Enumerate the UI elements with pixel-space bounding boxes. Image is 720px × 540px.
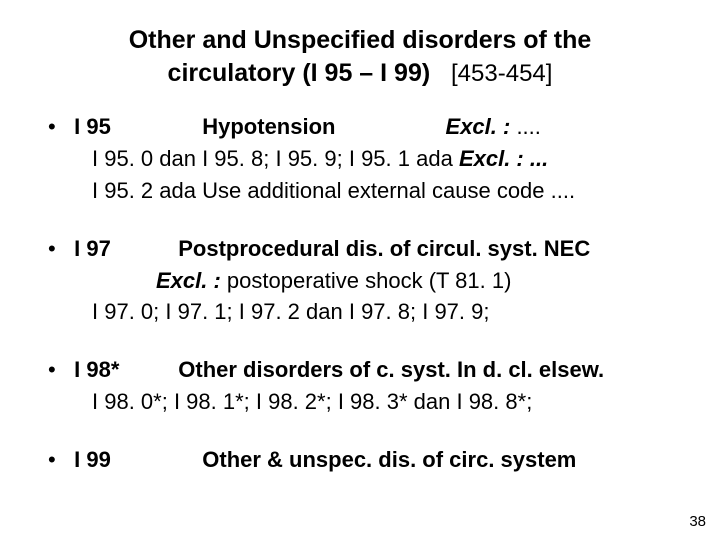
bullet-i95-line1: • I 95 Hypotension Excl. : .... — [48, 111, 672, 143]
title-line2-bold: circulatory (I 95 – I 99) — [168, 59, 431, 87]
code-i97: I 97 — [74, 233, 172, 265]
bullet-i98-line2: I 98. 0*; I 98. 1*; I 98. 2*; I 98. 3* d… — [48, 386, 672, 418]
excl-dots: .... — [510, 114, 541, 139]
slide: Other and Unspecified disorders of the c… — [0, 0, 720, 540]
bullet-marker-icon: • — [48, 444, 68, 476]
bullet-i95: • I 95 Hypotension Excl. : .... I 95. 0 … — [48, 111, 672, 207]
bullet-i97-line3: I 97. 0; I 97. 1; I 97. 2 dan I 97. 8; I… — [48, 296, 672, 328]
page-number: 38 — [689, 513, 706, 530]
bullet-i97-line1: • I 97 Postprocedural dis. of circul. sy… — [48, 233, 672, 265]
bullet-i99: • I 99 Other & unspec. dis. of circ. sys… — [48, 444, 672, 476]
bullet-i98-line1: • I 98* Other disorders of c. syst. In d… — [48, 354, 672, 386]
i95-subcodes-1: I 95. 0 dan I 95. 8; I 95. 9; I 95. 1 ad… — [92, 146, 459, 171]
code-i99: I 99 — [74, 444, 196, 476]
label-other-disorders: Other disorders of c. syst. In d. cl. el… — [178, 357, 604, 382]
bullet-marker-icon: • — [48, 354, 68, 386]
slide-title: Other and Unspecified disorders of the c… — [48, 24, 672, 89]
label-hypotension: Hypotension — [202, 114, 335, 139]
excl-label-3: Excl. : — [156, 268, 221, 293]
excl-text-postop: postoperative shock (T 81. 1) — [221, 268, 512, 293]
bullet-i97-line2: Excl. : postoperative shock (T 81. 1) — [48, 265, 672, 297]
excl-label-2: Excl. : ... — [459, 146, 548, 171]
code-i95: I 95 — [74, 111, 196, 143]
bullet-i95-line2: I 95. 0 dan I 95. 8; I 95. 9; I 95. 1 ad… — [48, 143, 672, 175]
title-ref: [453-454] — [451, 60, 552, 87]
bullet-marker-icon: • — [48, 111, 68, 143]
label-postprocedural: Postprocedural dis. of circul. syst. NEC — [178, 236, 590, 261]
bullet-i98: • I 98* Other disorders of c. syst. In d… — [48, 354, 672, 418]
code-i98: I 98* — [74, 354, 172, 386]
excl-label: Excl. : — [446, 114, 511, 139]
title-line1: Other and Unspecified disorders of the — [129, 26, 592, 54]
bullet-marker-icon: • — [48, 233, 68, 265]
bullet-i97: • I 97 Postprocedural dis. of circul. sy… — [48, 233, 672, 329]
label-other-unspec: Other & unspec. dis. of circ. system — [202, 447, 576, 472]
bullet-i99-line1: • I 99 Other & unspec. dis. of circ. sys… — [48, 444, 672, 476]
bullet-i95-line3: I 95. 2 ada Use additional external caus… — [48, 175, 672, 207]
